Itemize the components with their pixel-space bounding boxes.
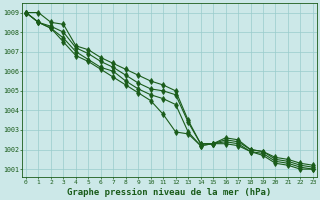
X-axis label: Graphe pression niveau de la mer (hPa): Graphe pression niveau de la mer (hPa) [67, 188, 272, 197]
